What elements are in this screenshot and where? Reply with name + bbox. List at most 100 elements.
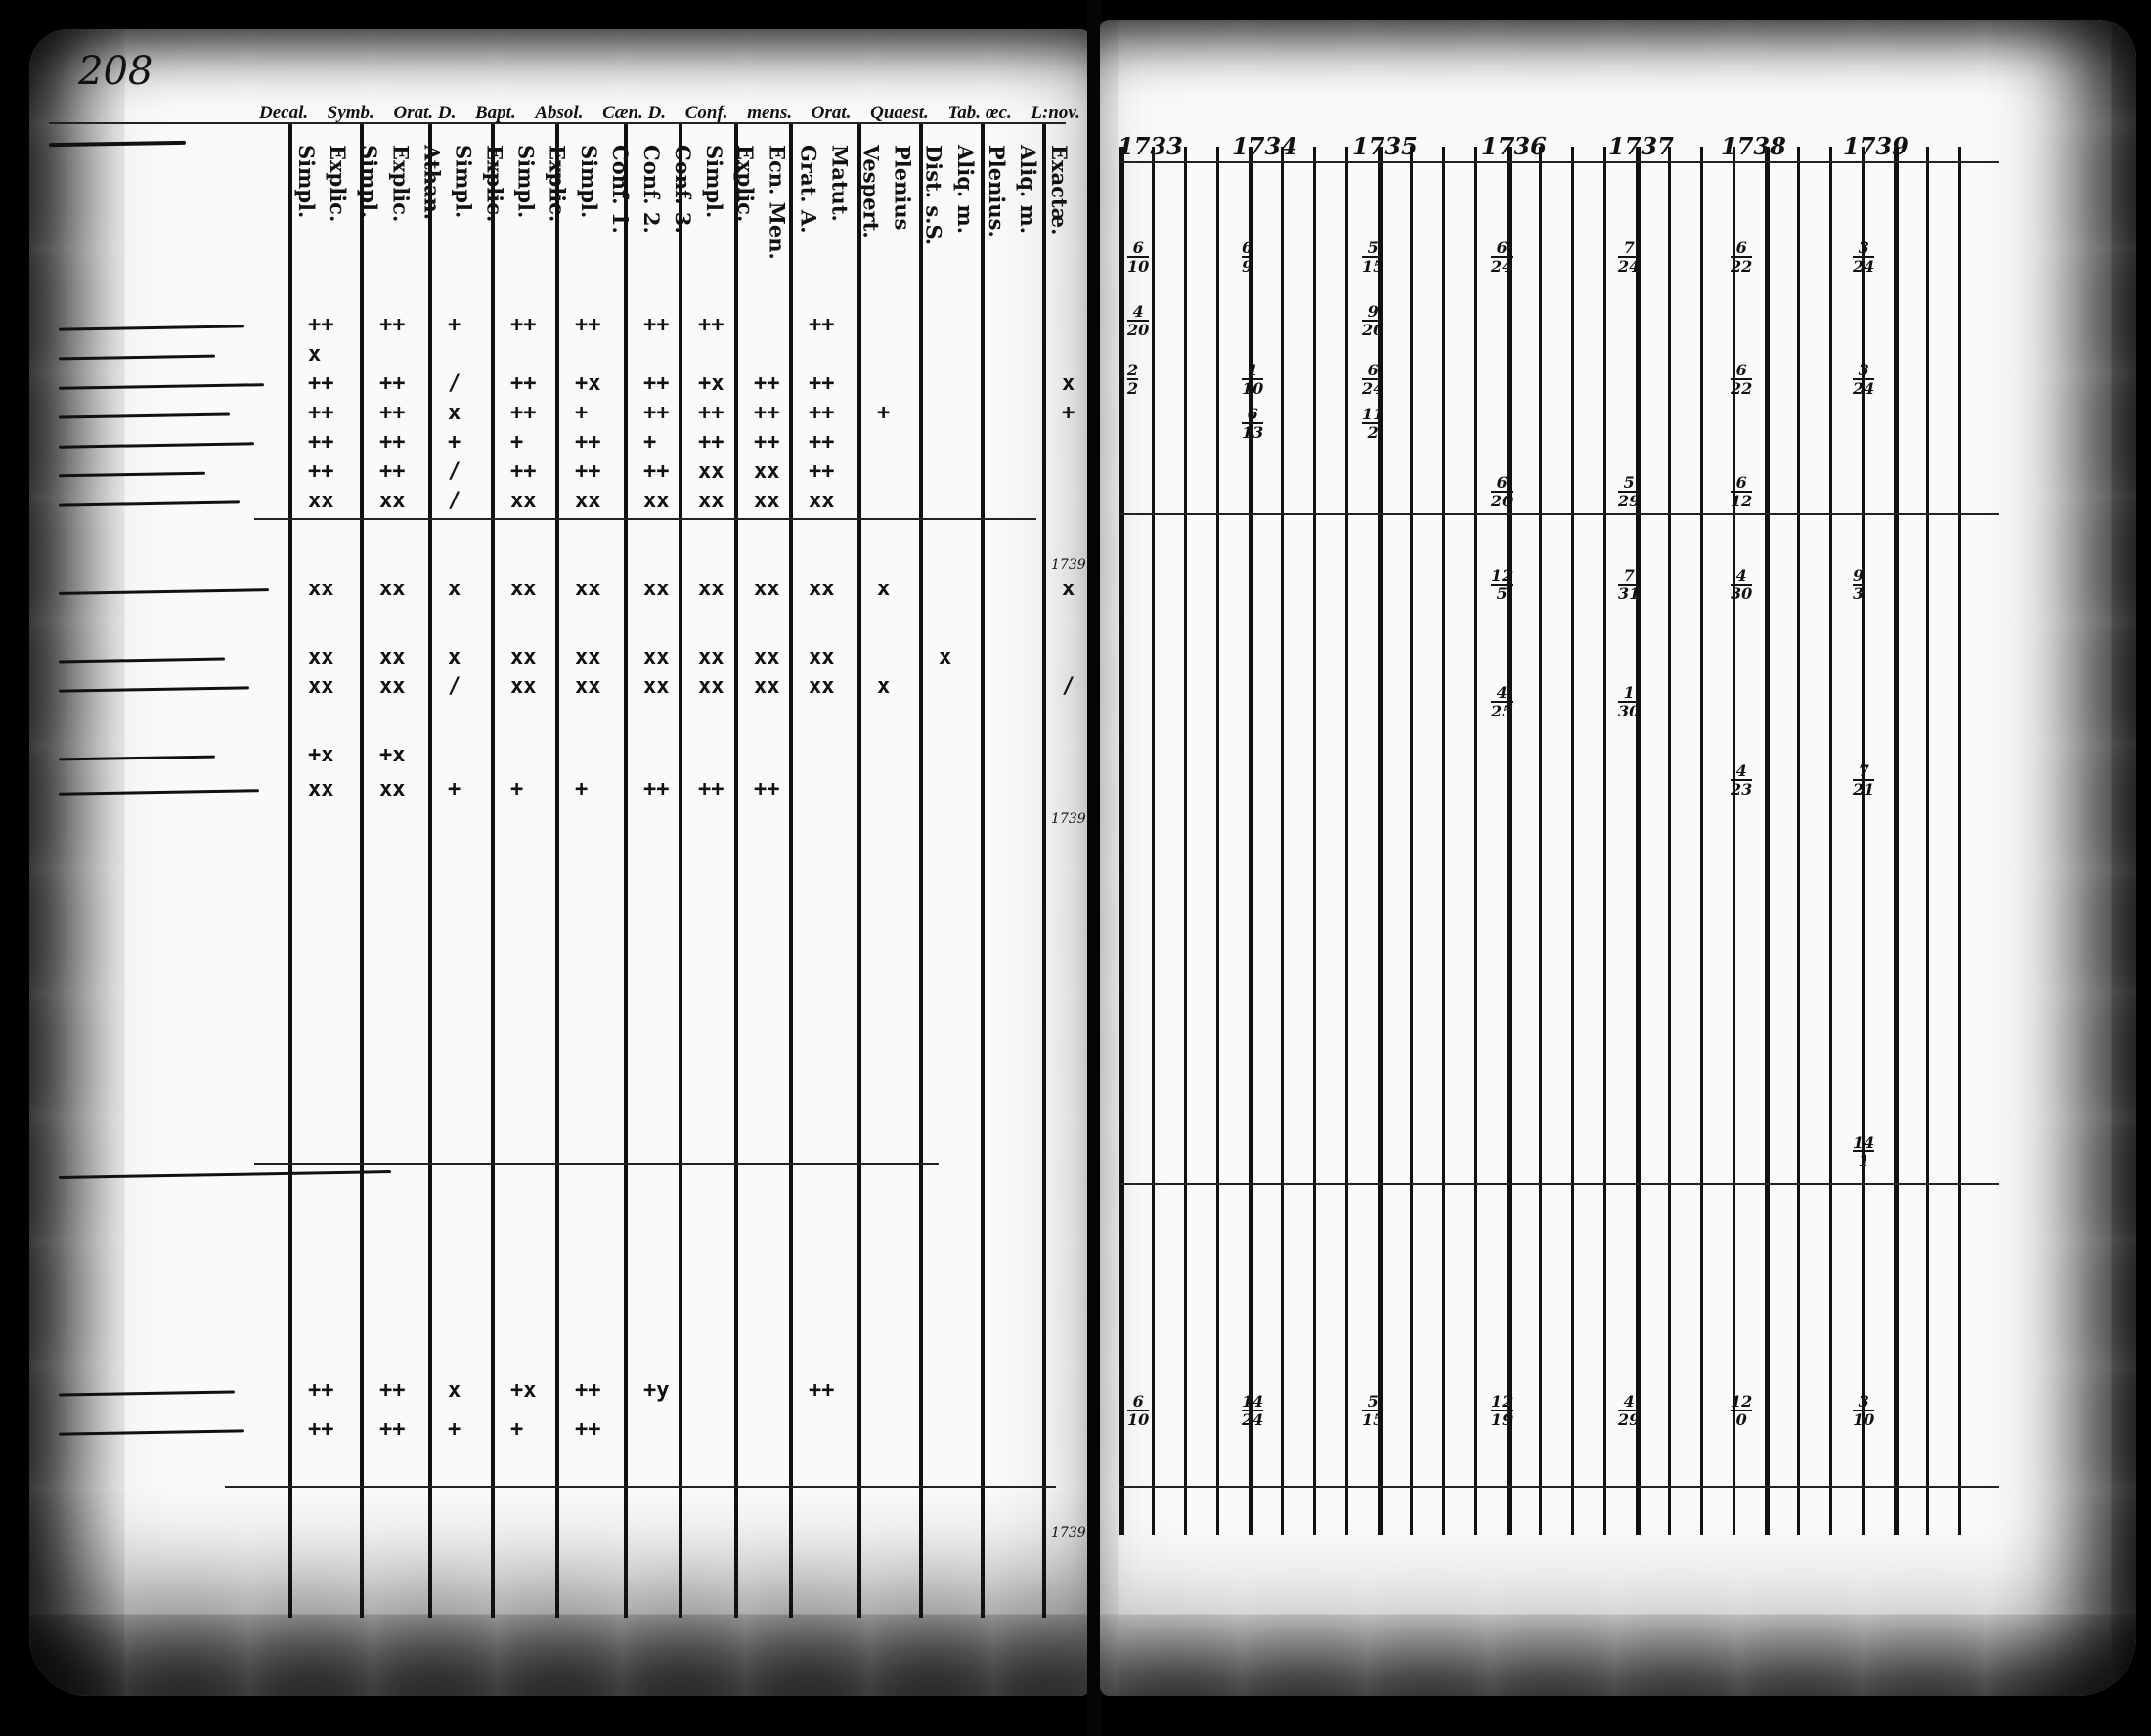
- tally-mark: xx: [698, 577, 724, 601]
- handwritten-name: [58, 354, 216, 361]
- book-gutter: [1087, 0, 1103, 1736]
- tally-mark: ++: [643, 401, 670, 425]
- row-rule: [1119, 513, 1999, 515]
- column-rule: [1571, 147, 1574, 1535]
- column-sub-header: Exactæ.: [1047, 145, 1072, 236]
- column-rule: [1313, 147, 1316, 1535]
- tally-mark: +x: [308, 743, 334, 767]
- tally-mark: xx: [809, 645, 835, 670]
- fraction-denominator: 12: [1731, 491, 1753, 510]
- column-sub-header: Aliq. m.: [1015, 145, 1040, 235]
- tally-mark: xx: [754, 489, 780, 513]
- fraction-numerator: 6: [1247, 405, 1258, 423]
- tally-mark: +: [510, 430, 524, 455]
- tally-mark: xx: [754, 645, 780, 670]
- tally-mark: ++: [809, 371, 835, 396]
- handwritten-heading: [48, 140, 187, 148]
- column-sub-header: Simpl.: [294, 145, 319, 219]
- tally-mark: xx: [643, 489, 670, 513]
- tally-mark: xx: [754, 577, 780, 601]
- column-group-header: Conf.: [684, 103, 728, 123]
- tally-fraction: 7 21: [1853, 761, 1875, 798]
- margin-note-year: 1739: [1051, 557, 1086, 573]
- tally-mark: +: [448, 430, 461, 455]
- handwritten-name: [58, 412, 231, 419]
- column-rule: [1958, 147, 1961, 1535]
- tally-mark: ++: [308, 1378, 334, 1403]
- tally-fraction: 6 13: [1242, 405, 1264, 442]
- column-rule: [624, 122, 628, 1618]
- year-header: 1736: [1481, 132, 1547, 160]
- tally-fraction: 9 20: [1362, 303, 1384, 339]
- tally-fraction: 4 20: [1127, 303, 1150, 338]
- tally-mark: +x: [379, 743, 406, 767]
- tally-mark: ++: [698, 401, 724, 425]
- fraction-denominator: 24: [1853, 256, 1875, 276]
- tally-fraction: 3 24: [1853, 361, 1875, 397]
- tally-mark: ++: [510, 313, 537, 337]
- column-group-header: Quaest.: [870, 103, 929, 123]
- fraction-numerator: 7: [1858, 761, 1869, 780]
- column-sub-header: Explic.: [545, 145, 570, 223]
- handwritten-name: [58, 1429, 245, 1436]
- column-rule: [1345, 147, 1348, 1535]
- tally-mark: xx: [643, 645, 670, 670]
- handwritten-name: [58, 657, 226, 664]
- column-rule: [1733, 147, 1735, 1535]
- tally-mark: ++: [308, 1417, 334, 1442]
- fraction-denominator: 1: [1853, 1150, 1875, 1169]
- tally-fraction: 1 10: [1242, 362, 1264, 398]
- column-sub-header: Plenius: [890, 145, 915, 231]
- column-sub-header: Simpl.: [702, 145, 727, 219]
- fraction-denominator: 2: [1127, 378, 1139, 398]
- tally-fraction: 3 24: [1853, 239, 1875, 276]
- column-sub-header: Aliq. m.: [952, 145, 978, 235]
- year-header: 1738: [1721, 132, 1786, 160]
- tally-mark: ++: [754, 371, 780, 396]
- tally-fraction: 12 5: [1491, 567, 1514, 602]
- tally-mark: ++: [510, 371, 537, 396]
- tally-fraction: 6 24: [1362, 361, 1384, 397]
- column-rule: [1603, 147, 1606, 1535]
- fraction-numerator: 3: [1858, 361, 1869, 379]
- tally-mark: x: [448, 401, 461, 425]
- fraction-denominator: 20: [1362, 320, 1384, 339]
- fraction-denominator: 10: [1242, 378, 1264, 398]
- column-rule: [1894, 147, 1899, 1535]
- tally-mark: +: [448, 313, 461, 337]
- tally-mark: xx: [809, 577, 835, 601]
- fraction-numerator: 5: [1367, 239, 1379, 257]
- fraction-numerator: 4: [1623, 1392, 1635, 1410]
- column-rule: [1862, 147, 1865, 1535]
- tally-mark: xx: [308, 645, 334, 670]
- tally-mark: ++: [754, 401, 780, 425]
- tally-fraction: 4 30: [1731, 567, 1753, 602]
- tally-mark: +: [448, 1417, 461, 1442]
- column-sub-header: Explic.: [326, 145, 351, 223]
- tally-fraction: 6 10: [1127, 239, 1150, 275]
- tally-mark: /: [448, 674, 461, 699]
- tally-mark: ++: [308, 371, 334, 396]
- tally-mark: xx: [379, 489, 406, 513]
- fraction-denominator: 31: [1618, 584, 1641, 603]
- fraction-numerator: 6: [1735, 239, 1747, 257]
- fraction-denominator: 13: [1242, 422, 1264, 442]
- handwritten-name: [58, 500, 241, 507]
- column-rule: [1507, 147, 1512, 1535]
- column-rule: [1042, 122, 1046, 1618]
- tally-fraction: 12 0: [1731, 1392, 1753, 1428]
- tally-mark: x: [877, 577, 891, 601]
- tally-mark: ++: [575, 1378, 601, 1403]
- tally-mark: x: [1062, 371, 1076, 396]
- fraction-numerator: 3: [1858, 239, 1869, 257]
- year-header: 1734: [1232, 132, 1297, 160]
- tally-mark: ++: [809, 313, 835, 337]
- fraction-numerator: 6: [1367, 361, 1379, 379]
- fraction-numerator: 12: [1731, 1392, 1753, 1410]
- tally-mark: x: [939, 645, 952, 670]
- fraction-numerator: 6: [1242, 239, 1253, 257]
- tally-mark: xx: [698, 645, 724, 670]
- right-page: 1733 1734 1735 1736 1737 1738 1739 6 10 6 9 5 15 6 24…: [1100, 20, 2136, 1696]
- fraction-numerator: 6: [1496, 239, 1508, 257]
- fraction-denominator: 3: [1853, 584, 1865, 603]
